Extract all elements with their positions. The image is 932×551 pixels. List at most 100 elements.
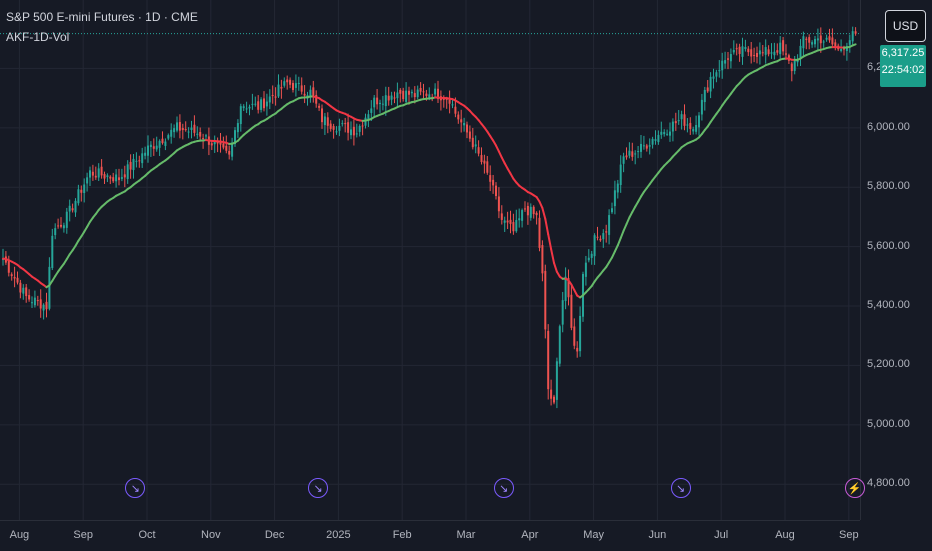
candle-body bbox=[365, 118, 367, 126]
candle-body bbox=[347, 122, 349, 133]
candle-body bbox=[579, 316, 581, 351]
candle-body bbox=[237, 123, 239, 132]
candle-body bbox=[86, 177, 88, 183]
candle-body bbox=[292, 83, 294, 90]
candle-body bbox=[222, 143, 224, 147]
candle-body bbox=[359, 126, 361, 132]
candle-body bbox=[182, 128, 184, 130]
candle-body bbox=[672, 122, 674, 132]
candle-body bbox=[127, 164, 129, 179]
candle-body bbox=[31, 302, 33, 303]
candle-body bbox=[623, 156, 625, 163]
candle-body bbox=[675, 121, 677, 123]
candle-body bbox=[327, 117, 329, 125]
candle-body bbox=[188, 132, 190, 133]
candle-body bbox=[620, 165, 622, 185]
candle-body bbox=[72, 208, 74, 210]
candle-body bbox=[121, 177, 123, 179]
candle-body bbox=[756, 53, 758, 57]
dividend-arrow-icon[interactable]: ↘ bbox=[494, 478, 514, 498]
candle-body bbox=[614, 190, 616, 206]
indicator-legend[interactable]: AKF-1D-Vol bbox=[6, 30, 69, 44]
candle-body bbox=[202, 138, 204, 139]
candle-body bbox=[608, 215, 610, 235]
candle-body bbox=[388, 96, 390, 101]
candle-body bbox=[46, 302, 48, 309]
earnings-bolt-icon[interactable]: ⚡ bbox=[845, 478, 865, 498]
moving-average-segment bbox=[612, 251, 615, 257]
time-tick-label: Mar bbox=[457, 529, 476, 541]
candle-body bbox=[402, 91, 404, 99]
candle-body bbox=[684, 114, 686, 125]
candle-body bbox=[344, 123, 346, 124]
candle-body bbox=[460, 119, 462, 122]
candle-body bbox=[254, 104, 256, 105]
candle-body bbox=[742, 46, 744, 57]
candle-body bbox=[776, 50, 778, 53]
candle-body bbox=[553, 397, 555, 403]
price-tick-label: 4,800.00 bbox=[861, 477, 932, 489]
candle-body bbox=[469, 132, 471, 139]
currency-button[interactable]: USD bbox=[885, 10, 926, 42]
candle-body bbox=[63, 225, 65, 228]
symbol-legend[interactable]: S&P 500 E-mini Futures · 1D · CME bbox=[6, 10, 198, 24]
time-tick-label: May bbox=[583, 529, 604, 541]
candle-body bbox=[802, 36, 804, 48]
candle-body bbox=[498, 196, 500, 211]
candle-body bbox=[211, 143, 213, 145]
candle-body bbox=[570, 295, 572, 328]
candle-body bbox=[170, 130, 172, 137]
dividend-arrow-icon[interactable]: ↘ bbox=[671, 478, 691, 498]
candle-body bbox=[92, 172, 94, 176]
candle-body bbox=[40, 299, 42, 308]
candle-body bbox=[495, 186, 497, 196]
candle-body bbox=[164, 142, 166, 146]
candle-body bbox=[141, 153, 143, 163]
time-tick-label: Sep bbox=[839, 529, 859, 541]
candle-body bbox=[765, 47, 767, 55]
candle-body bbox=[185, 129, 187, 130]
candle-body bbox=[257, 101, 259, 110]
candle-body bbox=[240, 106, 242, 124]
moving-average-segment bbox=[853, 44, 856, 45]
moving-average-segment bbox=[624, 224, 627, 231]
candle-body bbox=[768, 49, 770, 54]
price-chart[interactable] bbox=[0, 0, 860, 520]
candle-body bbox=[541, 245, 543, 273]
candle-body bbox=[646, 145, 648, 148]
candle-body bbox=[153, 146, 155, 149]
candle-body bbox=[420, 88, 422, 92]
candle-body bbox=[379, 103, 381, 104]
candle-body bbox=[275, 96, 277, 97]
candle-body bbox=[173, 128, 175, 132]
candle-body bbox=[425, 94, 427, 96]
candle-body bbox=[193, 125, 195, 133]
candle-body bbox=[652, 139, 654, 145]
candle-body bbox=[34, 298, 36, 306]
candle-body bbox=[721, 61, 723, 71]
time-tick-label: Jun bbox=[649, 529, 667, 541]
candle-body bbox=[611, 208, 613, 212]
candle-body bbox=[794, 61, 796, 71]
candle-body bbox=[269, 97, 271, 103]
candle-body bbox=[710, 77, 712, 92]
time-tick-label: Oct bbox=[138, 529, 155, 541]
dividend-arrow-icon[interactable]: ↘ bbox=[308, 478, 328, 498]
candle-body bbox=[324, 116, 326, 125]
time-tick-label: Apr bbox=[521, 529, 538, 541]
candle-body bbox=[104, 174, 106, 178]
moving-average-segment bbox=[621, 231, 624, 238]
candle-body bbox=[785, 53, 787, 54]
candle-body bbox=[54, 228, 56, 235]
candle-body bbox=[550, 390, 552, 399]
moving-average-segment bbox=[499, 151, 502, 157]
candle-body bbox=[124, 174, 126, 177]
candle-body bbox=[144, 153, 146, 156]
time-tick-label: Dec bbox=[265, 529, 285, 541]
candle-body bbox=[411, 92, 413, 93]
candle-body bbox=[138, 160, 140, 161]
candle-body bbox=[649, 145, 651, 146]
candle-body bbox=[19, 283, 21, 293]
candle-body bbox=[518, 218, 520, 220]
